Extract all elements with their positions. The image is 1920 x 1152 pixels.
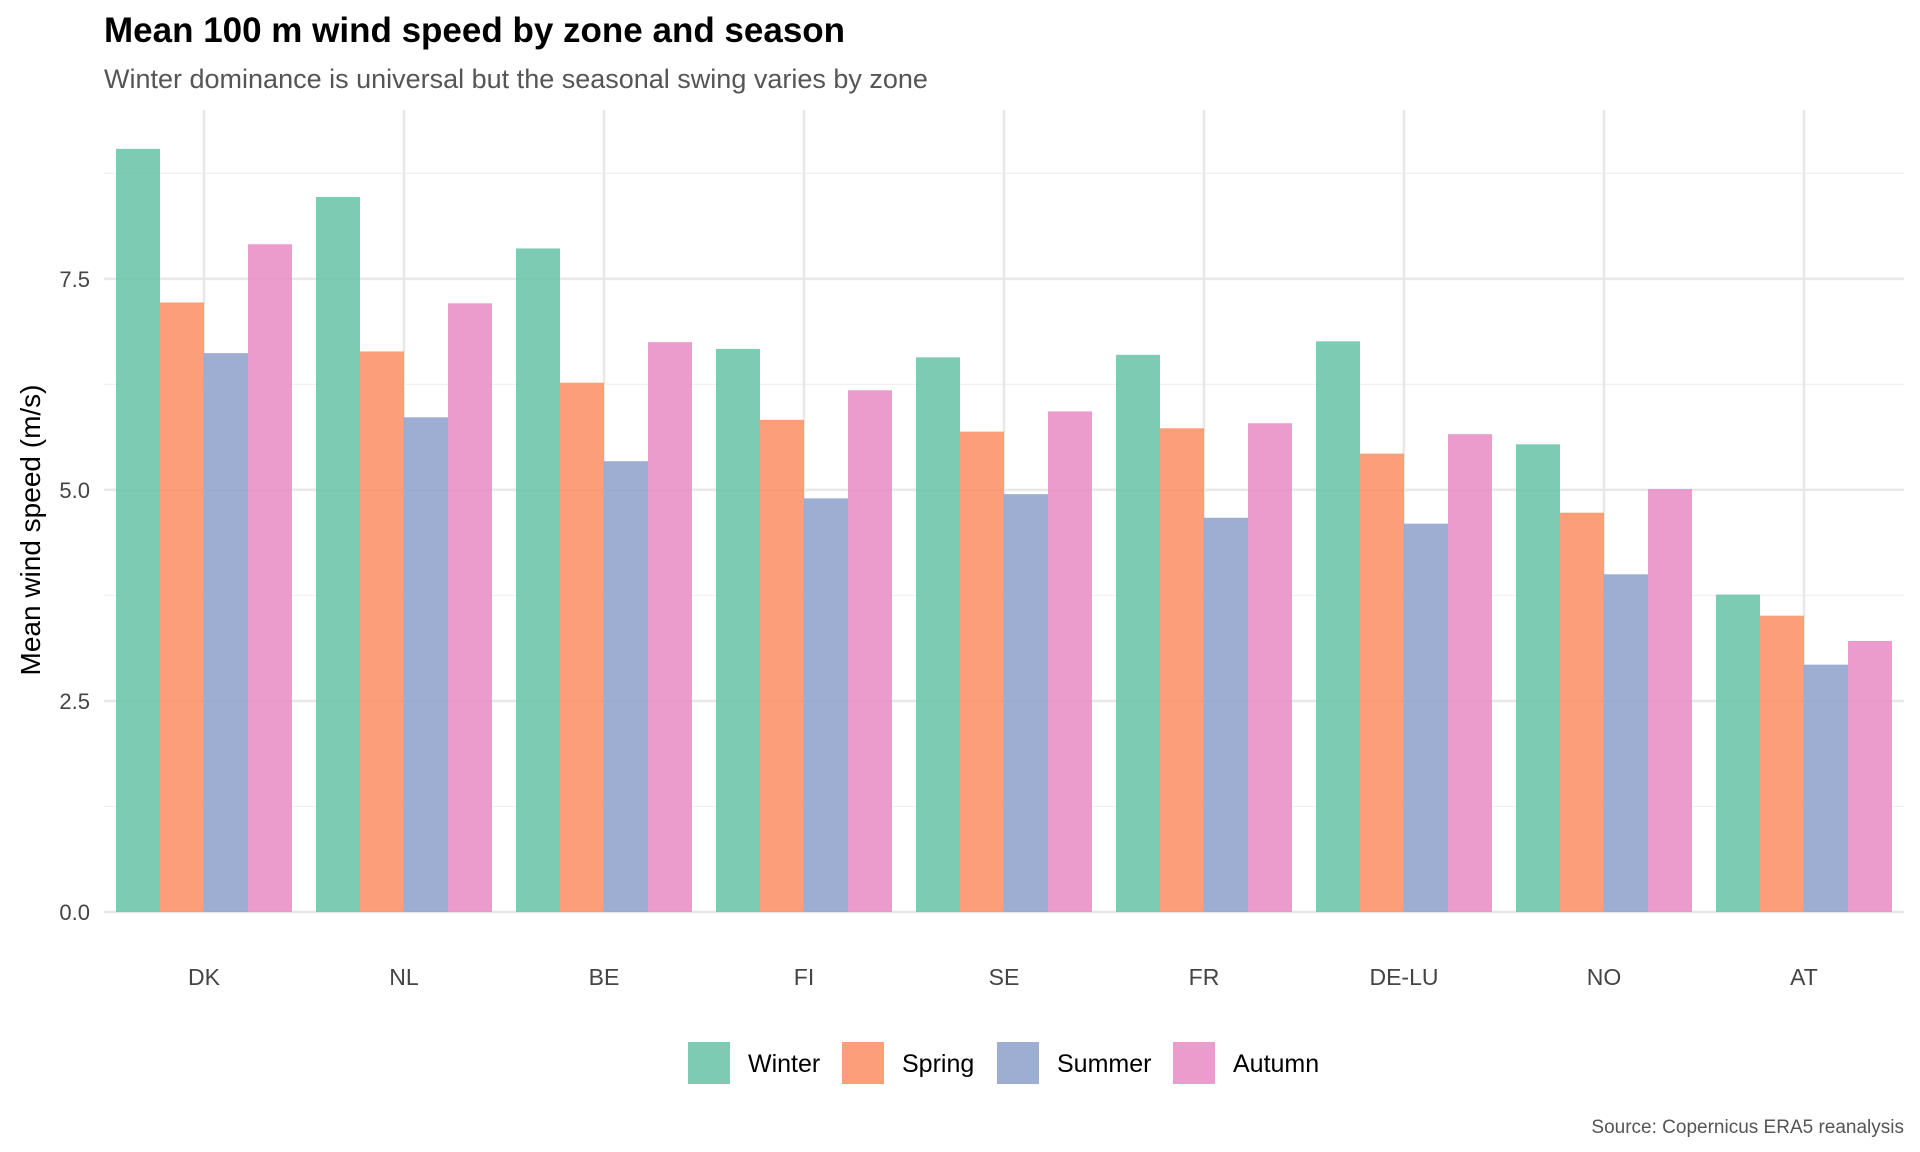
x-tick-label: FR: [1189, 964, 1220, 990]
bar-autumn-fr: [1248, 423, 1292, 912]
bar-summer-de-lu: [1404, 523, 1448, 912]
bar-winter-nl: [316, 196, 360, 913]
bar-winter-se: [916, 357, 960, 912]
bar-summer-be: [604, 461, 648, 912]
y-ticks: 0.0 2.5 5.0 7.5: [59, 267, 90, 925]
y-axis-label: Mean wind speed (m/s): [15, 384, 46, 675]
bar-spring-fr: [1160, 428, 1204, 912]
legend: Winter Spring Summer Autumn: [688, 1042, 1319, 1084]
bar-spring-se: [960, 431, 1004, 912]
bar-autumn-fi: [848, 390, 892, 912]
bars: [116, 148, 1892, 913]
bar-spring-nl: [360, 351, 404, 912]
bar-winter-be: [516, 248, 560, 912]
caption: Source: Copernicus ERA5 reanalysis: [1591, 1117, 1904, 1138]
bar-summer-fi: [804, 498, 848, 912]
y-tick-label: 2.5: [59, 689, 90, 714]
x-tick-label: SE: [989, 964, 1020, 990]
x-tick-label: DE-LU: [1369, 964, 1438, 990]
bar-summer-fr: [1204, 517, 1248, 912]
bar-spring-at: [1760, 615, 1804, 912]
legend-swatch-autumn: [1173, 1042, 1215, 1084]
x-tick-label: DK: [188, 964, 221, 990]
bar-autumn-de-lu: [1448, 434, 1492, 912]
bar-summer-at: [1804, 664, 1848, 912]
bar-autumn-dk: [248, 244, 292, 912]
legend-label-winter: Winter: [748, 1050, 820, 1078]
bar-spring-fi: [760, 419, 804, 912]
bar-spring-no: [1560, 512, 1604, 912]
y-tick-label: 0.0: [59, 900, 90, 925]
bar-summer-nl: [404, 417, 448, 912]
bar-summer-se: [1004, 494, 1048, 912]
legend-label-autumn: Autumn: [1233, 1050, 1319, 1078]
chart-subtitle: Winter dominance is universal but the se…: [104, 64, 928, 94]
bar-autumn-se: [1048, 411, 1092, 912]
bar-autumn-be: [648, 342, 692, 912]
legend-label-spring: Spring: [902, 1050, 974, 1078]
x-tick-label: NO: [1587, 964, 1622, 990]
bar-winter-at: [1716, 594, 1760, 912]
y-tick-label: 7.5: [59, 267, 90, 292]
y-tick-label: 5.0: [59, 478, 90, 503]
x-tick-label: FI: [794, 964, 814, 990]
bar-winter-fi: [716, 348, 760, 912]
bar-spring-be: [560, 382, 604, 912]
legend-label-summer: Summer: [1057, 1050, 1151, 1078]
bar-winter-fr: [1116, 354, 1160, 912]
bar-spring-dk: [160, 302, 204, 913]
legend-swatch-spring: [842, 1042, 884, 1084]
bar-spring-de-lu: [1360, 453, 1404, 912]
legend-swatch-summer: [997, 1042, 1039, 1084]
chart-title: Mean 100 m wind speed by zone and season: [104, 11, 845, 50]
x-tick-label: AT: [1790, 964, 1818, 990]
bar-summer-no: [1604, 574, 1648, 912]
bar-summer-dk: [204, 353, 248, 912]
legend-swatch-winter: [688, 1042, 730, 1084]
bar-autumn-nl: [448, 303, 492, 912]
x-ticks: DK NL BE FI SE FR DE-LU NO AT: [188, 964, 1818, 990]
x-tick-label: BE: [589, 964, 620, 990]
bar-winter-de-lu: [1316, 341, 1360, 912]
bar-autumn-at: [1848, 641, 1892, 912]
x-tick-label: NL: [389, 964, 419, 990]
bar-autumn-no: [1648, 489, 1692, 912]
bar-winter-no: [1516, 444, 1560, 912]
bar-winter-dk: [116, 148, 160, 912]
